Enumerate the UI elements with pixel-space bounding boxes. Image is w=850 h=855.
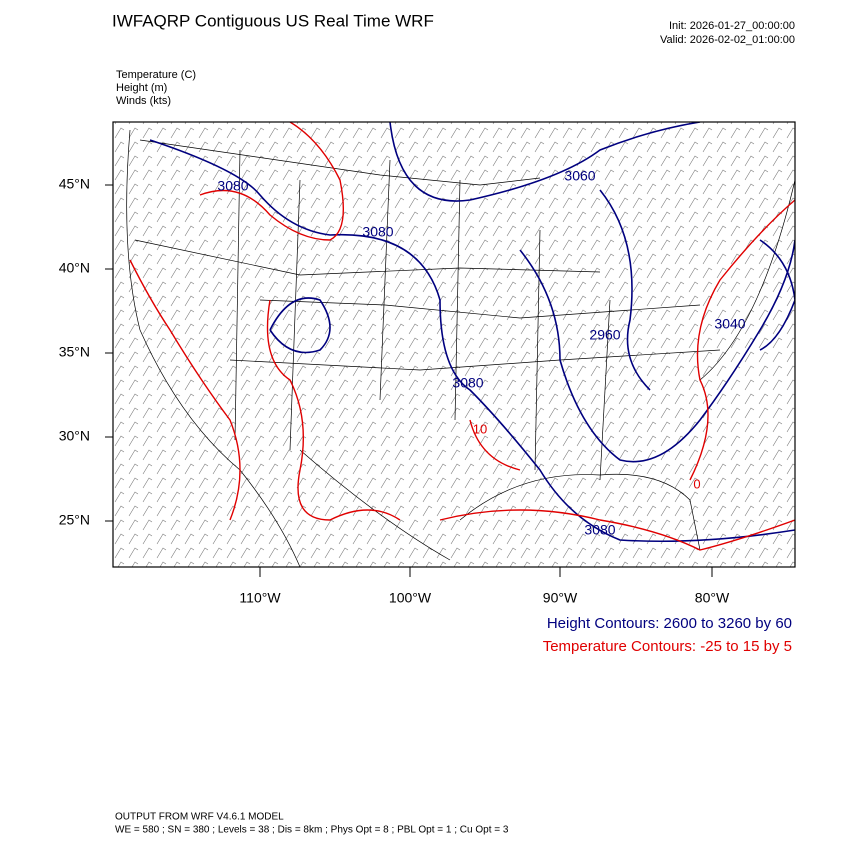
temperature-legend: Temperature Contours: -25 to 15 by 5 (543, 638, 792, 655)
lon-label: 110°W (239, 590, 281, 606)
lat-label: 30°N (59, 428, 90, 444)
contour-label: 3080 (584, 522, 615, 538)
title: IWFAQRP Contiguous US Real Time WRF (112, 11, 434, 30)
lon-label: 100°W (389, 590, 432, 606)
valid-time: Valid: 2026-02-02_01:00:00 (660, 34, 795, 46)
field-label: Winds (kts) (116, 95, 171, 107)
contour-label: 3080 (362, 224, 393, 240)
contour-label: 3080 (452, 375, 483, 391)
lat-label: 40°N (59, 260, 90, 276)
footer-line: WE = 580 ; SN = 380 ; Levels = 38 ; Dis … (115, 825, 509, 836)
contour-label: 3080 (217, 178, 248, 194)
lat-label: 35°N (59, 344, 90, 360)
lon-label: 90°W (543, 590, 578, 606)
latitude-axis: 45°N 40°N 35°N 30°N 25°N (59, 176, 113, 528)
contour-label: 2960 (589, 327, 620, 343)
wind-barbs (113, 122, 795, 567)
lat-label: 45°N (59, 176, 90, 192)
field-label: Height (m) (116, 82, 167, 94)
contour-label: 0 (693, 476, 700, 491)
lat-label: 25°N (59, 512, 90, 528)
contour-label: 3040 (714, 316, 745, 332)
temperature-contour-labels: 10 0 (473, 421, 701, 491)
lon-label: 80°W (695, 590, 730, 606)
map-content (113, 122, 795, 567)
field-label: Temperature (C) (116, 69, 196, 81)
height-legend: Height Contours: 2600 to 3260 by 60 (547, 615, 792, 632)
footer-line: OUTPUT FROM WRF V4.6.1 MODEL (115, 812, 284, 823)
longitude-axis: 110°W 100°W 90°W 80°W (239, 567, 730, 606)
contour-label: 3060 (564, 168, 595, 184)
height-contours (149, 122, 795, 543)
temperature-contours (129, 122, 795, 551)
map-frame (112, 121, 796, 568)
contour-label: 10 (473, 421, 487, 436)
init-time: Init: 2026-01-27_00:00:00 (669, 20, 795, 32)
height-contour-labels: 3080 3080 3060 2960 3080 3080 3040 (217, 168, 745, 538)
